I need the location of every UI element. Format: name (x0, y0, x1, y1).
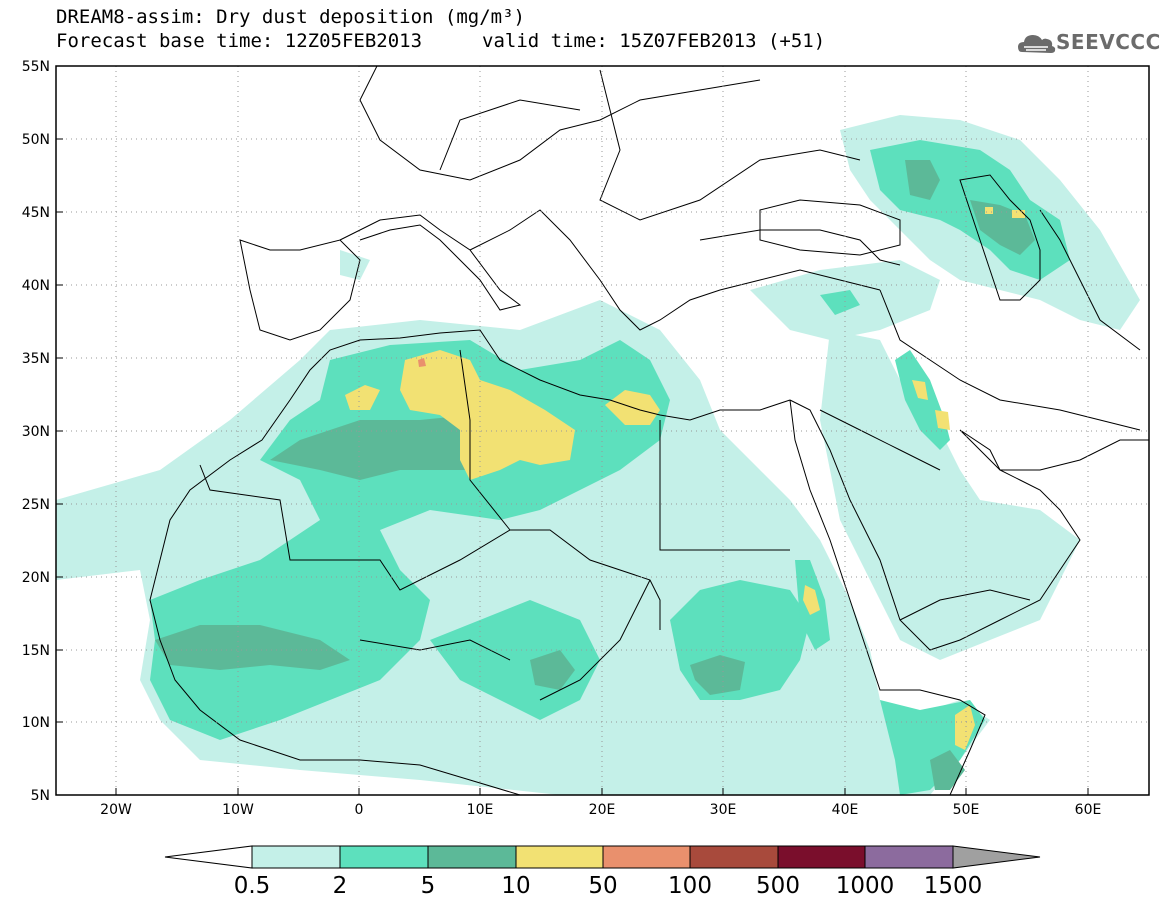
colorbar-labels: 0.5 2 5 10 50 100 500 1000 1500 (234, 873, 983, 899)
colorbar-swatch (251, 845, 341, 869)
coastlines-borders (56, 66, 1149, 795)
valid-time: valid time: 15Z07FEB2013 (+51) (482, 30, 826, 52)
lat-label: 50N (22, 132, 50, 148)
colorbar-over-triangle (952, 845, 1041, 869)
colorbar-label: 0.5 (234, 873, 271, 899)
lon-label: 10E (467, 802, 494, 818)
lat-label: 30N (22, 424, 50, 440)
lat-label: 35N (22, 351, 50, 367)
colorbar-swatch (777, 845, 866, 869)
lon-label: 20W (100, 802, 132, 818)
graticule (56, 66, 1149, 795)
lon-label: 40E (832, 802, 859, 818)
colorbar-swatch (602, 845, 691, 869)
lat-label: 5N (31, 788, 50, 804)
longitude-labels: 20W 10W 0 10E 20E 30E 40E 50E 60E (100, 802, 1101, 818)
lat-label: 45N (22, 205, 50, 221)
lon-label: 10W (222, 802, 254, 818)
colorbar-swatch (515, 845, 604, 869)
colorbar-label: 100 (668, 873, 712, 899)
lon-label: 60E (1075, 802, 1102, 818)
colorbar-label: 1000 (836, 873, 895, 899)
colorbar-label: 5 (421, 873, 436, 899)
colorbar-label: 2 (333, 873, 348, 899)
lat-label: 20N (22, 570, 50, 586)
lon-label: 30E (710, 802, 737, 818)
colorbar-swatch (339, 845, 429, 869)
colorbar-label: 50 (588, 873, 617, 899)
colorbar-label: 10 (501, 873, 530, 899)
colorbar-label: 1500 (924, 873, 983, 899)
lat-label: 10N (22, 715, 50, 731)
colorbar-under-triangle (164, 845, 253, 869)
tick-marks (56, 138, 1089, 795)
logo-text: SEEVCCC (1056, 30, 1161, 54)
lat-label: 40N (22, 278, 50, 294)
colorbar-swatch (689, 845, 779, 869)
lon-label: 50E (953, 802, 980, 818)
lat-label: 25N (22, 497, 50, 513)
colorbar-swatch (427, 845, 517, 869)
deposition-field (56, 115, 1140, 795)
colorbar-label: 500 (756, 873, 800, 899)
lat-label: 55N (22, 59, 50, 75)
lon-label: 0 (355, 802, 364, 818)
lon-label: 20E (589, 802, 616, 818)
latitude-labels: 55N 50N 45N 40N 35N 30N 25N 20N 15N 10N … (22, 59, 50, 804)
cloud-icon (1018, 35, 1056, 53)
colorbar (164, 845, 1041, 869)
lat-label: 15N (22, 643, 50, 659)
forecast-base-time: Forecast base time: 12Z05FEB2013 (56, 30, 423, 52)
colorbar-swatch (864, 845, 954, 869)
map-title: DREAM8-assim: Dry dust deposition (mg/m³… (56, 6, 525, 28)
